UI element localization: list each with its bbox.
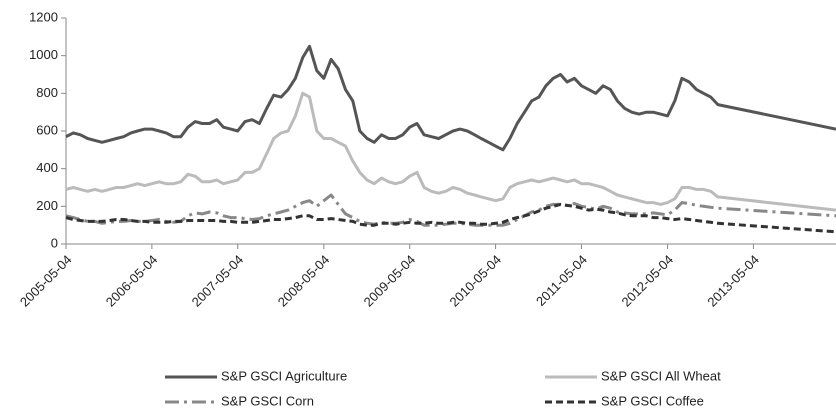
- y-tick-label: 1000: [29, 47, 58, 62]
- x-tick-label: 2008-05-04: [275, 252, 333, 310]
- y-tick-label: 1200: [29, 9, 58, 24]
- x-tick-label: 2005-05-04: [17, 252, 75, 310]
- series-line: [65, 91, 836, 212]
- x-tick-label: 2009-05-04: [361, 252, 419, 310]
- y-tick-label: 800: [36, 85, 58, 100]
- x-tick-label: 2012-05-04: [618, 252, 676, 310]
- x-tick-label: 2006-05-04: [103, 252, 161, 310]
- legend-label: S&P GSCI Corn: [221, 393, 314, 408]
- x-tick-label: 2013-05-04: [704, 252, 762, 310]
- series-line: [65, 44, 836, 152]
- x-tick-label: 2010-05-04: [447, 252, 505, 310]
- series-line: [65, 202, 836, 234]
- y-tick-label: 0: [51, 235, 58, 250]
- legend-label: S&P GSCI All Wheat: [601, 368, 721, 383]
- y-tick-label: 200: [36, 198, 58, 213]
- legend-label: S&P GSCI Agriculture: [221, 368, 347, 383]
- x-tick-label: 2011-05-04: [533, 252, 590, 309]
- y-tick-label: 600: [36, 122, 58, 137]
- y-tick-label: 400: [36, 160, 58, 175]
- x-tick-label: 2007-05-04: [189, 252, 247, 310]
- legend-label: S&P GSCI Coffee: [601, 393, 704, 408]
